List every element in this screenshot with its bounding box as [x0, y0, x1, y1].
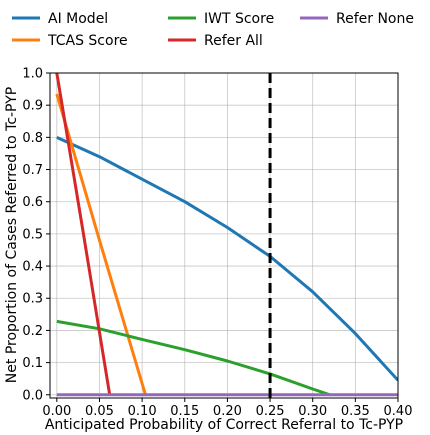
x-axis: 0.00 0.05 0.10 0.15 0.20 0.25 0.30 0.35 0.40	[42, 398, 412, 419]
legend: AI Model TCAS Score IWT Score Refer All Refe…	[12, 11, 414, 49]
y-tick-label: 0.8	[22, 131, 43, 146]
x-tick-label: 0.20	[213, 404, 242, 419]
y-tick-label: 1.0	[22, 67, 43, 82]
legend-label-refer-none: Refer None	[336, 11, 414, 27]
y-tick-label: 0.0	[22, 388, 43, 403]
series-line-ai-model	[56, 136, 398, 382]
y-axis: 0.0 0.1 0.2 0.3 0.4 0.5 0.6 0.7 0.8 0.9 1.0	[22, 67, 50, 403]
legend-label-tcas-score: TCAS Score	[47, 33, 128, 49]
plot-frame	[49, 72, 399, 399]
x-tick-label: 0.25	[256, 404, 285, 419]
x-axis-label: Anticipated Probability of Correct Refer…	[45, 417, 403, 433]
legend-label-iwt-score: IWT Score	[204, 11, 274, 27]
y-tick-label: 0.6	[22, 195, 43, 210]
y-tick-label: 0.3	[22, 292, 43, 307]
y-tick-label: 0.9	[22, 99, 43, 114]
y-tick-label: 0.4	[22, 260, 43, 275]
y-axis-label: Net Proportion of Cases Referred to Tc-P…	[4, 87, 20, 383]
x-tick-label: 0.05	[85, 404, 114, 419]
x-tick-label: 0.35	[341, 404, 370, 419]
series-group	[55, 73, 398, 397]
y-tick-label: 0.2	[22, 324, 43, 339]
y-tick-label: 0.5	[22, 227, 43, 242]
series-line-iwt-score	[56, 319, 331, 397]
series-line-refer-all	[55, 73, 112, 396]
legend-label-ai-model: AI Model	[48, 11, 108, 27]
legend-label-refer-all: Refer All	[204, 33, 263, 49]
x-tick-label: 0.10	[128, 404, 157, 419]
x-tick-label: 0.15	[170, 404, 199, 419]
y-tick-label: 0.7	[22, 163, 43, 178]
series-line-tcas-score	[55, 93, 147, 396]
x-tick-label: 0.00	[42, 404, 71, 419]
x-tick-label: 0.40	[384, 404, 413, 419]
y-tick-label: 0.1	[22, 356, 43, 371]
x-tick-label: 0.30	[298, 404, 327, 419]
